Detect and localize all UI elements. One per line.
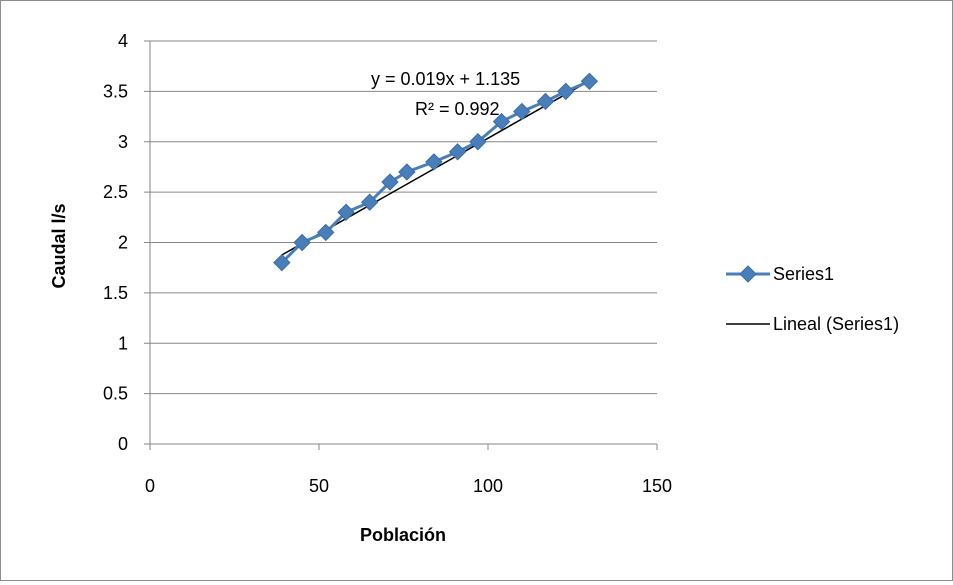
series1-point (557, 82, 575, 101)
x-tick-label: 150 (642, 476, 672, 496)
y-tick-label: 2.5 (103, 182, 128, 202)
series1-point (492, 112, 511, 131)
trendline-equation: y = 0.019x + 1.135 (371, 69, 520, 89)
series1-point (398, 163, 416, 181)
legend-trendline-label: Lineal (Series1) (773, 314, 899, 334)
legend: Series1 Lineal (Series1) (726, 264, 899, 334)
y-tick-label: 2 (118, 233, 128, 253)
x-tick-label: 0 (145, 476, 155, 496)
legend-series1-marker (739, 265, 757, 283)
legend-item-trendline: Lineal (Series1) (726, 314, 899, 334)
legend-item-series1: Series1 (726, 264, 834, 284)
y-tick-label: 0.5 (103, 384, 128, 404)
series1-point (580, 72, 599, 91)
y-tick-label: 3.5 (103, 81, 128, 101)
x-axis-title: Población (360, 525, 446, 545)
series1-point (273, 253, 291, 272)
series1-point (513, 102, 531, 121)
y-tick-label: 1 (118, 333, 128, 353)
trendline-r-squared: R² = 0.992 (415, 99, 500, 119)
series1-point (469, 133, 487, 151)
series1-point (536, 92, 555, 111)
y-tick-label: 1.5 (103, 283, 128, 303)
y-tick-label: 4 (118, 31, 128, 51)
y-axis-title: Caudal l/s (49, 203, 69, 288)
legend-series1-label: Series1 (773, 264, 834, 284)
series1-point (337, 203, 355, 221)
x-tick-label: 50 (309, 476, 329, 496)
x-tick-label: 100 (473, 476, 503, 496)
series1-point (360, 193, 379, 211)
series1-point (293, 233, 311, 252)
series1-point (425, 153, 443, 171)
series1-point (381, 173, 399, 191)
y-tick-label: 3 (118, 132, 128, 152)
y-tick-label: 0 (118, 434, 128, 454)
series1-point (448, 143, 467, 161)
series1-point (317, 223, 335, 242)
